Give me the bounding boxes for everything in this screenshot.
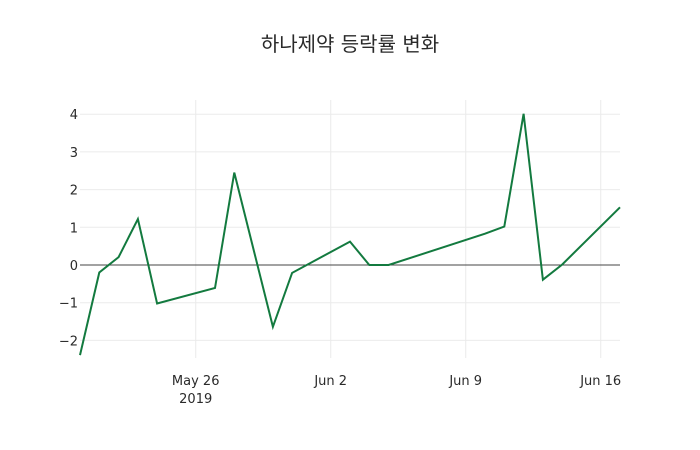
y-tick-label: 2	[70, 184, 78, 199]
chart-title: 하나제약 등락률 변화	[260, 32, 440, 56]
gridlines	[80, 100, 620, 358]
y-tick-label: 4	[70, 108, 78, 123]
x-axis-ticks: May 26 2019 Jun 2 Jun 9 Jun 16	[172, 374, 621, 407]
y-tick-label: −2	[59, 334, 78, 349]
y-axis-ticks: −2 −1 0 1 2 3 4	[59, 108, 78, 349]
x-tick-label: Jun 9	[448, 374, 482, 389]
y-tick-label: 0	[70, 259, 78, 274]
x-tick-label: May 26	[172, 374, 220, 389]
y-tick-label: 3	[70, 146, 78, 161]
x-tick-year-label: 2019	[179, 392, 212, 407]
x-tick-label: Jun 16	[579, 374, 621, 389]
y-tick-label: −1	[59, 297, 78, 312]
x-tick-label: Jun 2	[313, 374, 347, 389]
series-line	[79, 113, 621, 356]
y-tick-label: 1	[70, 221, 78, 236]
